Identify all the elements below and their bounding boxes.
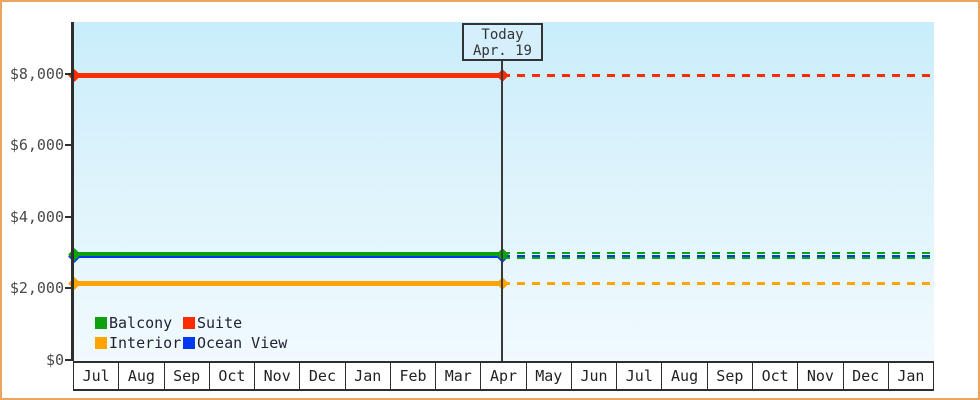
y-tick-label: $0 (45, 351, 64, 369)
legend-item-interior: Interior (95, 334, 183, 352)
legend-swatch-interior (95, 337, 107, 349)
y-tick (65, 287, 72, 290)
y-tick (65, 144, 72, 147)
plot-area (67, 22, 934, 361)
series-line-balcony-solid (74, 252, 502, 257)
legend-item-ocean-view: Ocean View (183, 334, 287, 352)
series-line-suite-dotted (502, 73, 934, 77)
x-axis-month-cell: Mar (436, 363, 482, 389)
y-tick (65, 359, 72, 361)
x-axis-month-cell: Dec (843, 363, 889, 389)
y-tick-label: $4,000 (9, 207, 64, 226)
y-tick (65, 215, 72, 218)
legend-row: Balcony Suite (95, 313, 287, 333)
y-tick (65, 72, 72, 75)
x-axis-month-cell: Jan (345, 363, 391, 389)
legend-label-interior: Interior (109, 334, 182, 352)
legend-item-suite: Suite (183, 314, 242, 332)
today-marker-box: Today Apr. 19 (462, 23, 543, 61)
legend-item-balcony: Balcony (95, 314, 183, 332)
y-tick-label: $6,000 (9, 136, 64, 155)
series-marker-suite (67, 68, 81, 82)
y-tick-label: $2,000 (9, 279, 64, 298)
x-axis-month-cell: Sep (707, 363, 753, 389)
today-vertical-line (501, 60, 503, 361)
legend-label-balcony: Balcony (109, 314, 173, 332)
series-line-interior-dotted (502, 281, 934, 285)
x-axis-month-cell: Nov (255, 363, 301, 389)
series-line-suite-solid (74, 72, 502, 78)
x-axis-month-cell: Aug (119, 363, 165, 389)
legend-swatch-balcony (95, 317, 107, 329)
legend-swatch-suite (183, 317, 195, 329)
series-line-interior-solid (74, 280, 502, 286)
x-axis-month-cell: Nov (798, 363, 844, 389)
y-tick-label: $8,000 (9, 64, 64, 83)
x-axis-month-cell: May (526, 363, 572, 389)
x-axis-month-cell: Aug (662, 363, 708, 389)
today-box-line1: Today (481, 27, 524, 43)
series-line-balcony-dotted (502, 252, 934, 255)
x-axis-month-cell: Oct (752, 363, 799, 389)
y-axis-line (71, 22, 74, 361)
x-axis-month-cell: Jan (888, 363, 935, 389)
series-line-balcony-dotted-underlay (502, 257, 934, 260)
x-axis-month-cell: Apr (481, 363, 527, 389)
x-axis-month-strip: Jul Aug Sep Oct Nov Dec Jan Feb Mar Apr May Jun Jul A… (73, 361, 935, 391)
x-axis-month-cell: Dec (300, 363, 346, 389)
x-axis-month-cell: Jul (617, 363, 663, 389)
x-axis-month-cell: Feb (390, 363, 437, 389)
legend: Balcony Suite Interior Ocean View (95, 313, 287, 353)
legend-swatch-ocean-view (183, 337, 195, 349)
x-axis-month-cell: Jul (74, 363, 120, 389)
today-box-line2: Apr. 19 (472, 43, 532, 59)
legend-row: Interior Ocean View (95, 333, 287, 353)
x-axis-month-cell: Oct (209, 363, 256, 389)
legend-label-ocean-view: Ocean View (197, 334, 288, 352)
x-axis-month-cell: Sep (164, 363, 210, 389)
x-axis-month-cell: Jun (571, 363, 618, 389)
legend-label-suite: Suite (197, 314, 243, 332)
series-line-ocean-view-dotted (502, 255, 934, 258)
